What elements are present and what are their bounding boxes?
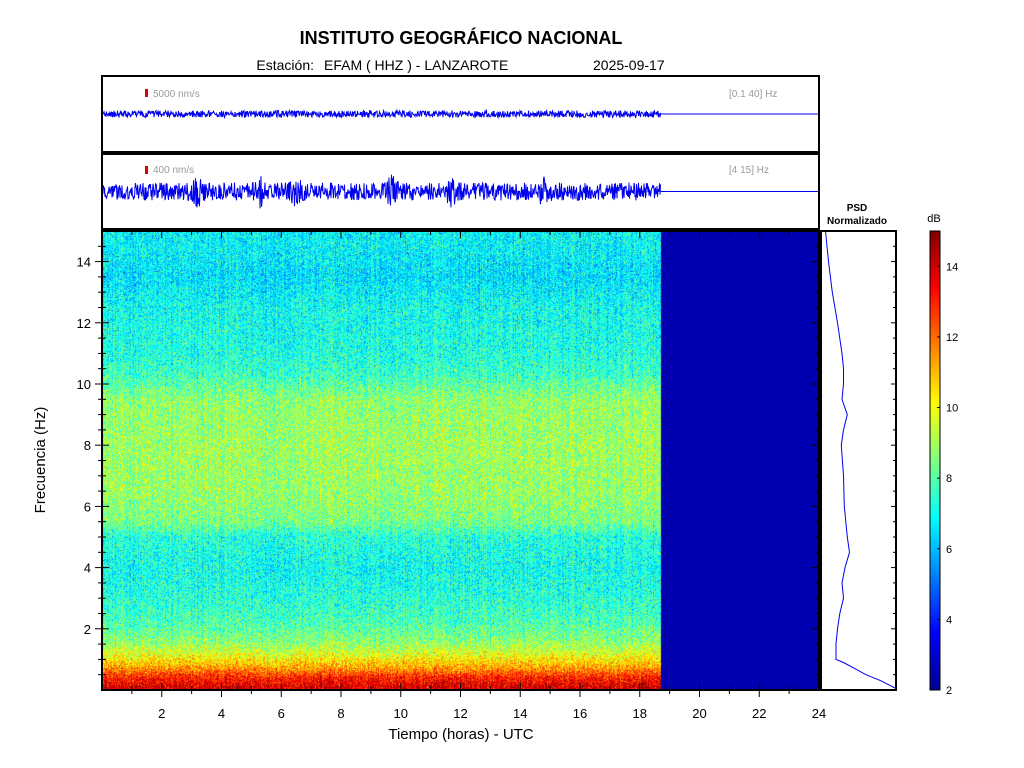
scale-bar-filtered (145, 166, 148, 174)
psd-panel: PSD Normalizado (820, 203, 897, 691)
colorbar-tick-labels: 2 4 6 8 10 12 14 (937, 261, 958, 697)
y-tick-label: 10 (77, 377, 91, 392)
x-tick-label: 4 (218, 706, 225, 721)
colorbar-tick-label: 4 (946, 614, 952, 626)
colorbar-tick-label: 8 (946, 473, 952, 485)
waveform-panel-filtered: 400 nm/s [4 15] Hz (101, 153, 820, 230)
psd-curve (825, 230, 897, 689)
colorbar-unit: dB (927, 213, 940, 225)
colorbar-tick-label: 2 (946, 685, 952, 697)
psd-ticks (891, 245, 896, 676)
x-tick-label: 22 (752, 706, 766, 721)
filter-label-broadband: [0.1 40] Hz (729, 89, 777, 100)
x-tick-labels: 2 4 6 8 10 12 14 16 18 20 22 24 (158, 706, 826, 721)
y-tick-labels: 2 4 6 8 10 12 14 (77, 255, 91, 637)
x-tick-label: 8 (337, 706, 344, 721)
scale-label-filtered: 400 nm/s (153, 165, 194, 176)
psd-title-line2: Normalizado (827, 216, 887, 227)
x-tick-label: 16 (573, 706, 587, 721)
waveform-trace-broadband (102, 108, 661, 120)
y-tick-label: 6 (84, 499, 91, 514)
x-axis-label: Tiempo (horas) - UTC (388, 726, 533, 743)
psd-title-line1: PSD (847, 203, 868, 214)
station-prefix: Estación: (256, 57, 314, 73)
scale-label-broadband: 5000 nm/s (153, 89, 200, 100)
x-tick-label: 14 (513, 706, 527, 721)
colorbar-gradient (929, 230, 941, 691)
y-tick-label: 4 (84, 561, 91, 576)
x-tick-label: 2 (158, 706, 165, 721)
colorbar: dB 2 4 6 8 10 12 14 (927, 213, 958, 697)
x-tick-label: 10 (394, 706, 408, 721)
y-tick-label: 2 (84, 622, 91, 637)
y-tick-label: 8 (84, 438, 91, 453)
x-tick-label: 6 (278, 706, 285, 721)
x-tick-label: 12 (453, 706, 467, 721)
filter-label-filtered: [4 15] Hz (729, 165, 769, 176)
y-tick-label: 14 (77, 255, 91, 270)
x-tick-label: 24 (812, 706, 826, 721)
scale-bar-broadband (145, 89, 148, 97)
y-axis-label: Frecuencia (Hz) (32, 407, 49, 514)
colorbar-tick-label: 6 (946, 544, 952, 556)
colorbar-tick-label: 14 (946, 261, 958, 273)
figure-title: INSTITUTO GEOGRÁFICO NACIONAL (300, 27, 623, 48)
spectrogram-image (102, 231, 819, 690)
x-tick-label: 18 (633, 706, 647, 721)
colorbar-tick-label: 10 (946, 403, 958, 415)
x-tick-label: 20 (692, 706, 706, 721)
colorbar-tick-label: 12 (946, 332, 958, 344)
y-tick-label: 12 (77, 316, 91, 331)
waveform-panel-broadband: 5000 nm/s [0.1 40] Hz (101, 75, 820, 153)
station-date: 2025-09-17 (593, 57, 665, 73)
station-name: EFAM ( HHZ ) - LANZAROTE (324, 57, 508, 73)
waveform-trace-filtered (102, 174, 661, 209)
spectrogram-ticks (95, 231, 819, 697)
